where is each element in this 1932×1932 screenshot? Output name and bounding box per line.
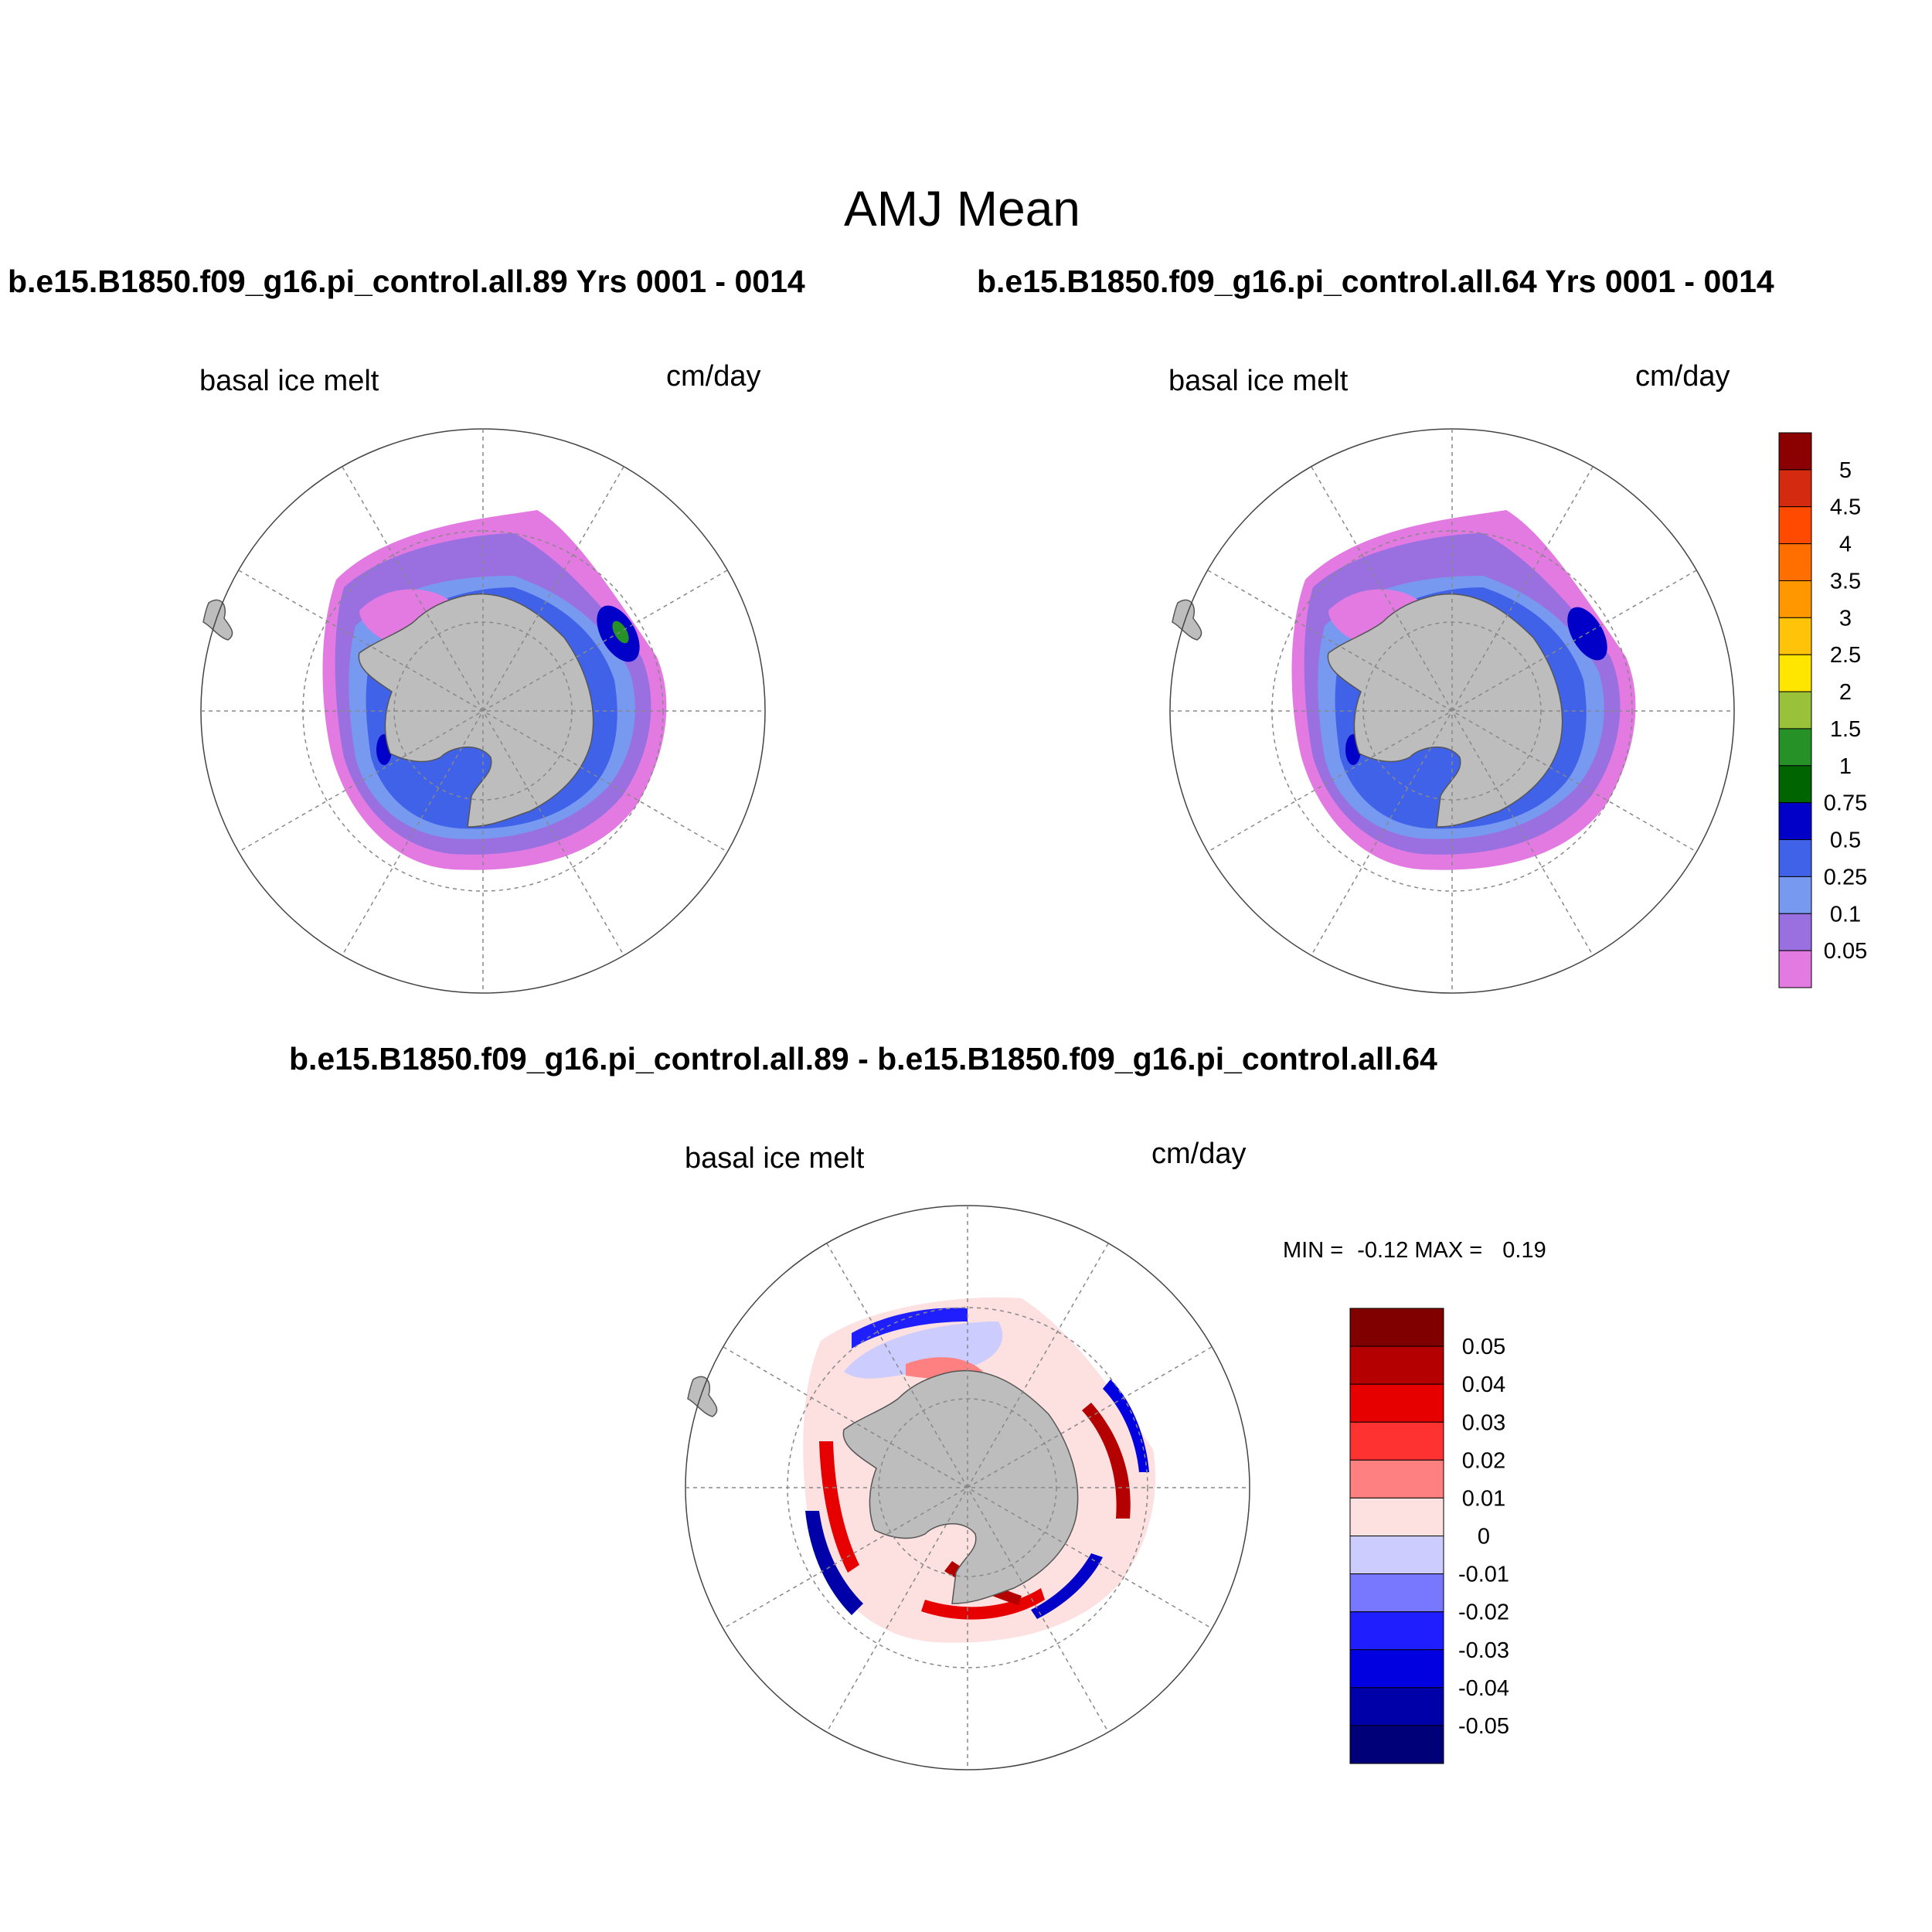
colorbar-main-swatch xyxy=(1778,543,1812,581)
south-america-landmass xyxy=(202,599,233,641)
melt-hotspot-east-core xyxy=(612,621,629,644)
colorbar-main-swatch xyxy=(1778,432,1812,471)
colorbar-diff-label: -0.03 xyxy=(1458,1638,1509,1663)
colorbar-main-label: 3.5 xyxy=(1830,569,1861,594)
diff-neg-band-south xyxy=(1031,1553,1103,1619)
colorbar-main-label: 0.25 xyxy=(1824,865,1867,889)
colorbar-diff-swatch xyxy=(1349,1308,1444,1347)
field-label-diff: basal ice melt xyxy=(685,1142,865,1175)
colorbar-main-swatch xyxy=(1778,580,1812,618)
units-label-case1: cm/day xyxy=(666,360,761,393)
colorbar-main-swatch xyxy=(1778,876,1812,914)
map-case2 xyxy=(1169,428,1735,994)
colorbar-diff-label: -0.01 xyxy=(1458,1563,1509,1587)
panel-title-diff: b.e15.B1850.f09_g16.pi_control.all.89 - … xyxy=(289,1041,1437,1077)
diff-neg-band-north xyxy=(852,1308,968,1349)
colorbar-diff-label: 0.03 xyxy=(1462,1410,1505,1435)
min-label: MIN = xyxy=(1283,1238,1344,1263)
colorbar-diff-swatch xyxy=(1349,1611,1444,1651)
colorbar-main-swatch xyxy=(1778,691,1812,730)
main-title: AMJ Mean xyxy=(844,181,1080,236)
colorbar-main-label: 4 xyxy=(1839,532,1852,557)
max-value: 0.19 xyxy=(1502,1238,1546,1263)
diff-pos-band-west xyxy=(819,1441,859,1573)
colorbar-main-label: 2 xyxy=(1839,680,1852,705)
colorbar-main-label: 0.1 xyxy=(1830,902,1861,927)
colorbar-main-label: 1.5 xyxy=(1830,717,1861,742)
colorbar-main-swatch xyxy=(1778,654,1812,692)
colorbar-diff-label: -0.05 xyxy=(1458,1714,1509,1739)
min-value: -0.12 xyxy=(1357,1238,1409,1263)
colorbar-main-swatch xyxy=(1778,469,1812,508)
colorbar-diff-label: 0.02 xyxy=(1462,1448,1505,1473)
colorbar-diff-swatch xyxy=(1349,1383,1444,1423)
colorbar-diff-swatch xyxy=(1349,1459,1444,1498)
colorbar-diff-swatch xyxy=(1349,1421,1444,1461)
colorbar-diff-swatch xyxy=(1349,1345,1444,1385)
min-max-readout: MIN = -0.12 MAX = 0.19 xyxy=(1283,1240,1546,1262)
colorbar-main-label: 1 xyxy=(1839,754,1852,779)
colorbar-main: 5 4.5 4 3.5 3 2.5 2 1.5 1 0.75 0.5 0.25 0.1 0.05 xyxy=(1778,432,1867,988)
colorbar-main-swatch xyxy=(1778,802,1812,841)
units-label-case2: cm/day xyxy=(1635,360,1730,393)
colorbar-main-label: 2.5 xyxy=(1830,643,1861,668)
panel-title-case2: b.e15.B1850.f09_g16.pi_control.all.64 Yr… xyxy=(977,264,1774,299)
colorbar-main-swatch xyxy=(1778,728,1812,767)
colorbar-diff-label: 0.05 xyxy=(1462,1335,1505,1359)
colorbar-main-label: 0.5 xyxy=(1830,828,1861,853)
diff-neg-band-west xyxy=(805,1511,863,1615)
colorbar-main-swatch xyxy=(1778,617,1812,655)
colorbar-main-swatch xyxy=(1778,913,1812,951)
colorbar-main-swatch xyxy=(1778,839,1812,877)
colorbar-main-swatch xyxy=(1778,765,1812,804)
colorbar-diff-swatch xyxy=(1349,1649,1444,1689)
colorbar-diff-label: -0.02 xyxy=(1458,1600,1509,1625)
colorbar-diff-label: -0.04 xyxy=(1458,1676,1509,1701)
max-label: MAX = xyxy=(1414,1238,1483,1263)
colorbar-diff-swatch xyxy=(1349,1725,1444,1764)
colorbar-diff-label: 0.04 xyxy=(1462,1372,1505,1397)
colorbar-main-label: 0.75 xyxy=(1824,791,1867,816)
colorbar-diff-swatch xyxy=(1349,1497,1444,1536)
colorbar-main-label: 3 xyxy=(1839,606,1852,631)
south-america-landmass xyxy=(1172,599,1202,641)
colorbar-main-label: 0.05 xyxy=(1824,939,1867,964)
diff-neg-band-east xyxy=(1103,1379,1149,1472)
colorbar-main-swatch xyxy=(1778,506,1812,545)
units-label-diff: cm/day xyxy=(1151,1138,1247,1170)
colorbar-diff: 0.05 0.04 0.03 0.02 0.01 0 -0.01 -0.02 -0.03 -0.0… xyxy=(1349,1308,1509,1764)
colorbar-diff-label: 0.01 xyxy=(1462,1486,1505,1511)
diff-pos-band-south xyxy=(921,1588,1045,1620)
colorbar-main-label: 5 xyxy=(1839,458,1852,483)
map-case1 xyxy=(200,428,766,994)
colorbar-diff-swatch xyxy=(1349,1687,1444,1726)
south-america-landmass xyxy=(687,1376,718,1417)
colorbar-main-label: 4.5 xyxy=(1830,495,1861,520)
field-label-case1: basal ice melt xyxy=(199,365,379,397)
diff-pos-band-east xyxy=(1082,1403,1131,1519)
field-label-case2: basal ice melt xyxy=(1168,365,1349,397)
colorbar-diff-label: 0 xyxy=(1478,1525,1490,1549)
colorbar-main-swatch xyxy=(1778,950,1812,988)
colorbar-diff-swatch xyxy=(1349,1536,1444,1575)
panel-title-case1: b.e15.B1850.f09_g16.pi_control.all.89 Yr… xyxy=(8,264,805,299)
map-diff xyxy=(685,1205,1250,1770)
colorbar-diff-swatch xyxy=(1349,1573,1444,1613)
